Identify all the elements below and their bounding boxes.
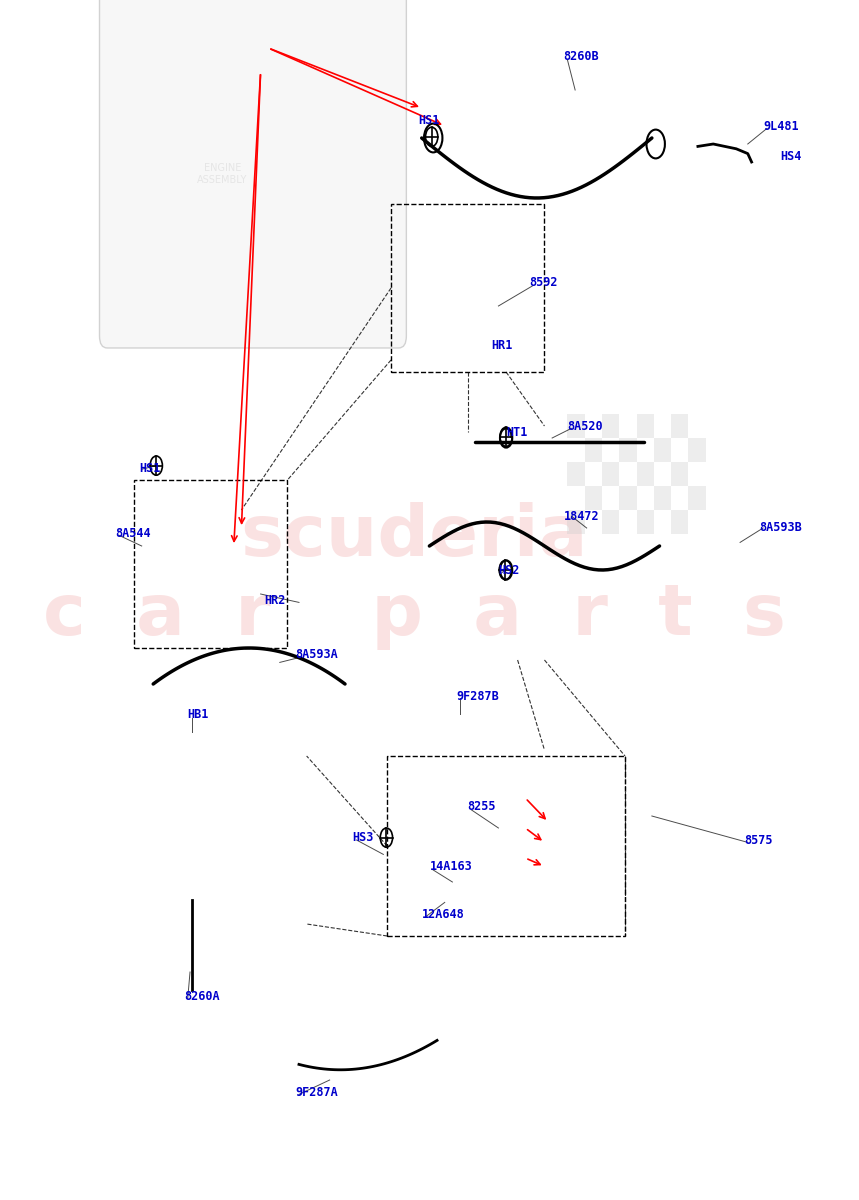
Bar: [637, 510, 654, 534]
Bar: [619, 414, 637, 438]
Text: 8A544: 8A544: [115, 528, 150, 540]
Bar: [602, 462, 619, 486]
Bar: [602, 414, 619, 438]
Bar: [568, 486, 585, 510]
Text: 8A593B: 8A593B: [759, 522, 802, 534]
Bar: [619, 510, 637, 534]
Text: 8A593A: 8A593A: [295, 648, 338, 660]
Bar: [602, 486, 619, 510]
Text: 8A520: 8A520: [568, 420, 603, 432]
Text: 12A648: 12A648: [422, 908, 465, 920]
Text: HS2: HS2: [498, 564, 520, 576]
Bar: [585, 462, 602, 486]
Bar: [637, 414, 654, 438]
Bar: [619, 438, 637, 462]
Text: HR1: HR1: [490, 340, 512, 352]
Bar: [391, 204, 545, 372]
Text: HB1: HB1: [188, 708, 209, 720]
Bar: [134, 480, 288, 648]
Text: 8255: 8255: [468, 800, 497, 812]
Text: 8260B: 8260B: [564, 50, 600, 62]
Text: HS1: HS1: [139, 462, 161, 474]
FancyBboxPatch shape: [100, 0, 406, 348]
Bar: [688, 414, 705, 438]
Bar: [671, 414, 688, 438]
Text: 9F287B: 9F287B: [456, 690, 499, 702]
Text: HS3: HS3: [353, 832, 374, 844]
Bar: [602, 510, 619, 534]
Bar: [585, 486, 602, 510]
Bar: [568, 462, 585, 486]
Text: 8575: 8575: [744, 834, 772, 846]
Text: 14A163: 14A163: [430, 860, 472, 872]
Bar: [654, 510, 671, 534]
Bar: [568, 510, 585, 534]
Text: 18472: 18472: [564, 510, 600, 522]
Text: HS4: HS4: [781, 150, 802, 162]
Bar: [585, 510, 602, 534]
Text: 9F287A: 9F287A: [295, 1086, 338, 1098]
Bar: [619, 462, 637, 486]
Text: HS1: HS1: [417, 114, 439, 126]
Bar: [602, 438, 619, 462]
Bar: [637, 486, 654, 510]
Bar: [568, 438, 585, 462]
Bar: [671, 510, 688, 534]
Bar: [688, 438, 705, 462]
Bar: [585, 438, 602, 462]
Bar: [619, 486, 637, 510]
Text: 9L481: 9L481: [763, 120, 799, 132]
Bar: [387, 756, 625, 936]
Bar: [654, 414, 671, 438]
Text: ENGINE
ASSEMBLY: ENGINE ASSEMBLY: [197, 163, 247, 185]
Bar: [688, 486, 705, 510]
Text: 8260A: 8260A: [184, 990, 220, 1002]
Text: 8592: 8592: [529, 276, 557, 288]
Bar: [671, 438, 688, 462]
Bar: [585, 414, 602, 438]
Bar: [568, 414, 585, 438]
Text: HT1: HT1: [506, 426, 527, 438]
Bar: [688, 510, 705, 534]
Text: HR2: HR2: [265, 594, 286, 606]
Bar: [671, 486, 688, 510]
Bar: [671, 462, 688, 486]
Bar: [654, 462, 671, 486]
Bar: [688, 462, 705, 486]
Bar: [637, 438, 654, 462]
Bar: [654, 486, 671, 510]
Bar: [654, 438, 671, 462]
Text: scuderia
c  a  r    p  a  r  t  s: scuderia c a r p a r t s: [43, 502, 785, 650]
Bar: [637, 462, 654, 486]
